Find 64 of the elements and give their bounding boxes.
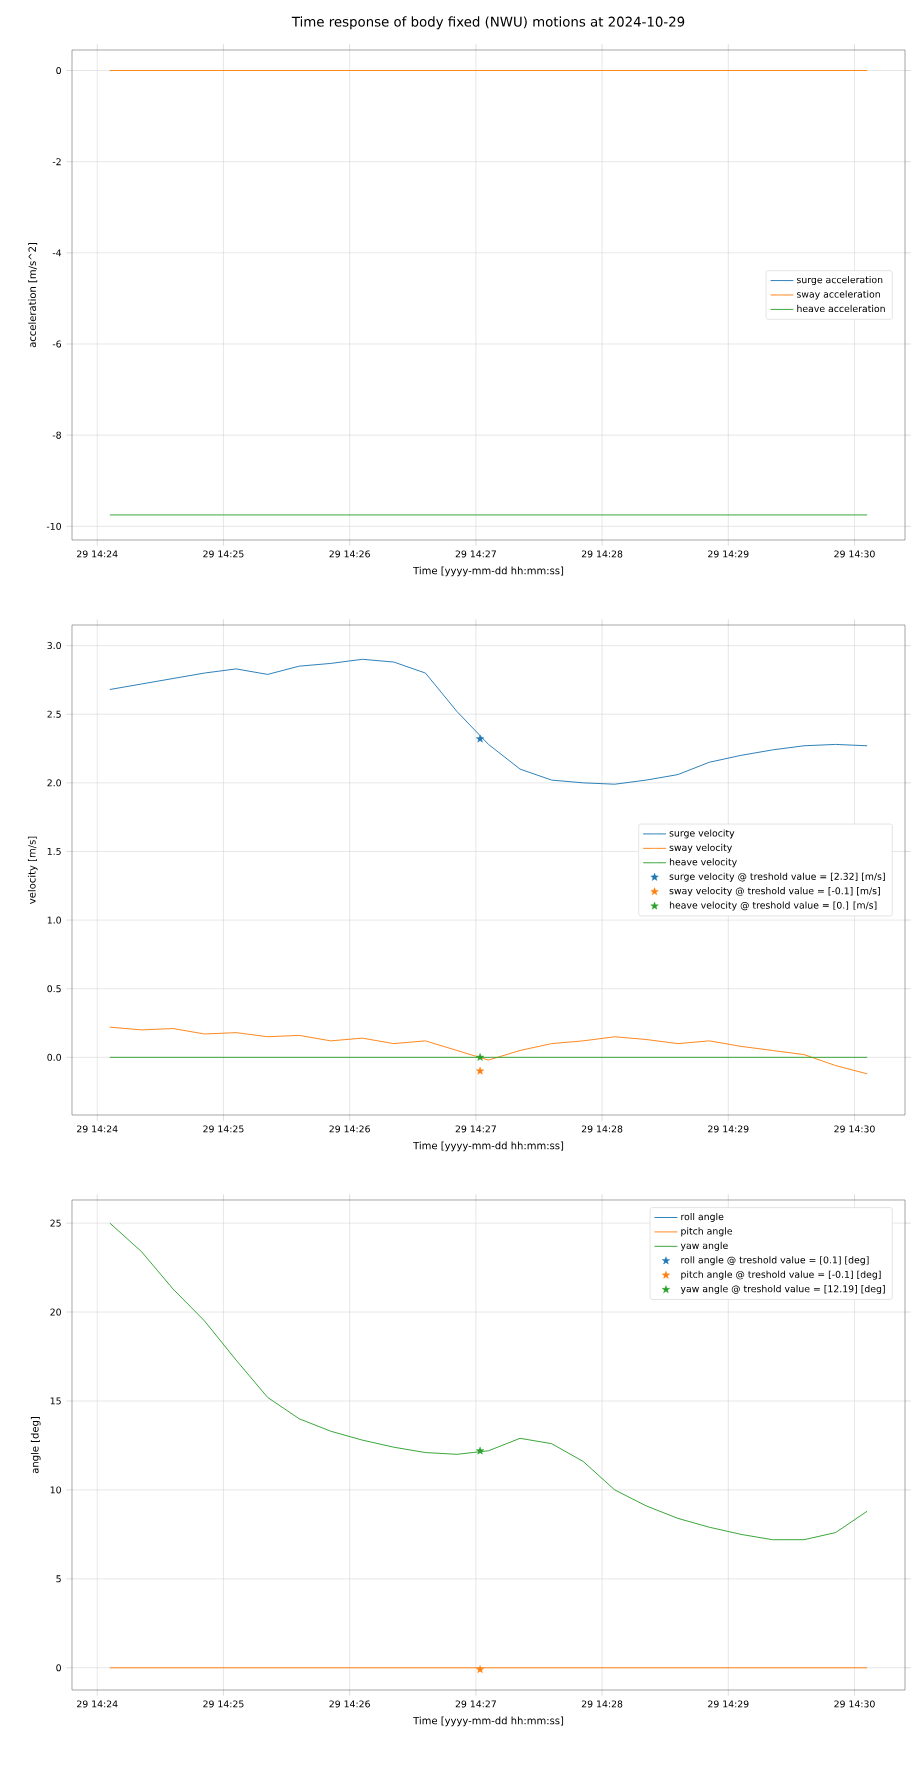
x-tick-label: 29 14:24 xyxy=(77,1700,118,1708)
y-tick-label: 0.5 xyxy=(47,985,61,993)
x-tick-label: 29 14:30 xyxy=(834,1700,875,1708)
x-tick-label: 29 14:28 xyxy=(581,550,623,558)
x-tick-label: 29 14:29 xyxy=(708,1125,749,1133)
y-tick-label: -8 xyxy=(52,431,61,439)
y-tick-label: 25 xyxy=(50,1219,61,1227)
y-tick-label: 2.0 xyxy=(47,779,61,787)
y-axis-title: acceleration [m/s^2] xyxy=(28,243,38,348)
x-tick-label: 29 14:30 xyxy=(834,550,875,558)
legend-label: roll angle xyxy=(681,1212,724,1222)
legend-label: sway acceleration xyxy=(796,290,880,300)
legend-label: surge acceleration xyxy=(796,276,883,286)
y-tick-label: 0 xyxy=(56,66,61,75)
legend-label: yaw angle xyxy=(680,1241,728,1251)
x-tick-label: 29 14:25 xyxy=(203,1125,244,1133)
x-tick-label: 29 14:24 xyxy=(77,550,118,558)
x-tick-label: 29 14:29 xyxy=(708,1700,749,1708)
legend-label: pitch angle @ treshold value = [-0.1] [deg] xyxy=(681,1270,881,1280)
y-axis-title: angle [deg] xyxy=(30,1417,41,1474)
legend-label: surge velocity xyxy=(669,829,735,839)
y-tick-label: -4 xyxy=(52,249,62,257)
line-series xyxy=(109,1026,868,1075)
y-tick-label: 10 xyxy=(50,1486,61,1494)
y-tick-label: -10 xyxy=(46,522,61,530)
y-tick-label: 20 xyxy=(50,1308,61,1316)
legend-label: heave velocity @ treshold value = [0.] [m/s] xyxy=(669,901,877,911)
x-axis-title: Time [yyyy-mm-dd hh:mm:ss] xyxy=(413,1716,564,1727)
x-tick-label: 29 14:26 xyxy=(329,550,370,558)
chart-title: Time response of body fixed (NWU) motions at 2024-10-29 xyxy=(291,16,685,30)
y-tick-label: 2.5 xyxy=(47,710,61,718)
y-tick-label: 5 xyxy=(56,1575,61,1583)
x-tick-label: 29 14:24 xyxy=(77,1125,118,1133)
line-series xyxy=(109,658,868,785)
y-tick-label: -6 xyxy=(52,340,62,348)
x-tick-label: 29 14:30 xyxy=(834,1125,875,1133)
x-tick-label: 29 14:25 xyxy=(203,1700,244,1708)
x-tick-label: 29 14:26 xyxy=(329,1125,370,1133)
x-tick-label: 29 14:27 xyxy=(455,1700,496,1708)
y-tick-label: 0 xyxy=(56,1664,61,1672)
y-tick-label: -2 xyxy=(52,158,61,166)
legend-label: sway velocity xyxy=(669,843,732,853)
x-tick-label: 29 14:28 xyxy=(581,1125,623,1133)
x-tick-label: 29 14:26 xyxy=(329,1700,370,1708)
y-tick-label: 0.0 xyxy=(47,1053,61,1061)
y-tick-label: 15 xyxy=(50,1397,61,1405)
x-axis-title: Time [yyyy-mm-dd hh:mm:ss] xyxy=(413,1141,564,1152)
x-tick-label: 29 14:28 xyxy=(581,1700,623,1708)
legend-label: surge velocity @ treshold value = [2.32] [m/s] xyxy=(669,872,885,882)
legend-label: yaw angle @ treshold value = [12.19] [deg] xyxy=(680,1285,885,1295)
legend-label: sway velocity @ treshold value = [-0.1] [m/s] xyxy=(669,887,880,897)
x-tick-label: 29 14:29 xyxy=(708,550,749,558)
y-tick-label: 1.0 xyxy=(47,916,61,924)
legend-label: heave velocity xyxy=(669,858,737,868)
y-tick-label: 1.5 xyxy=(47,848,61,855)
x-axis-title: Time [yyyy-mm-dd hh:mm:ss] xyxy=(413,566,564,577)
x-tick-label: 29 14:25 xyxy=(203,550,244,558)
legend-label: heave acceleration xyxy=(797,304,885,313)
y-axis-title: velocity [m/s] xyxy=(27,836,38,904)
legend-label: roll angle @ treshold value = [0.1] [deg] xyxy=(681,1256,869,1266)
x-tick-label: 29 14:27 xyxy=(455,1125,496,1133)
y-tick-label: 3.0 xyxy=(47,642,61,650)
legend-label: pitch angle xyxy=(681,1227,733,1237)
x-tick-label: 29 14:27 xyxy=(455,550,496,558)
